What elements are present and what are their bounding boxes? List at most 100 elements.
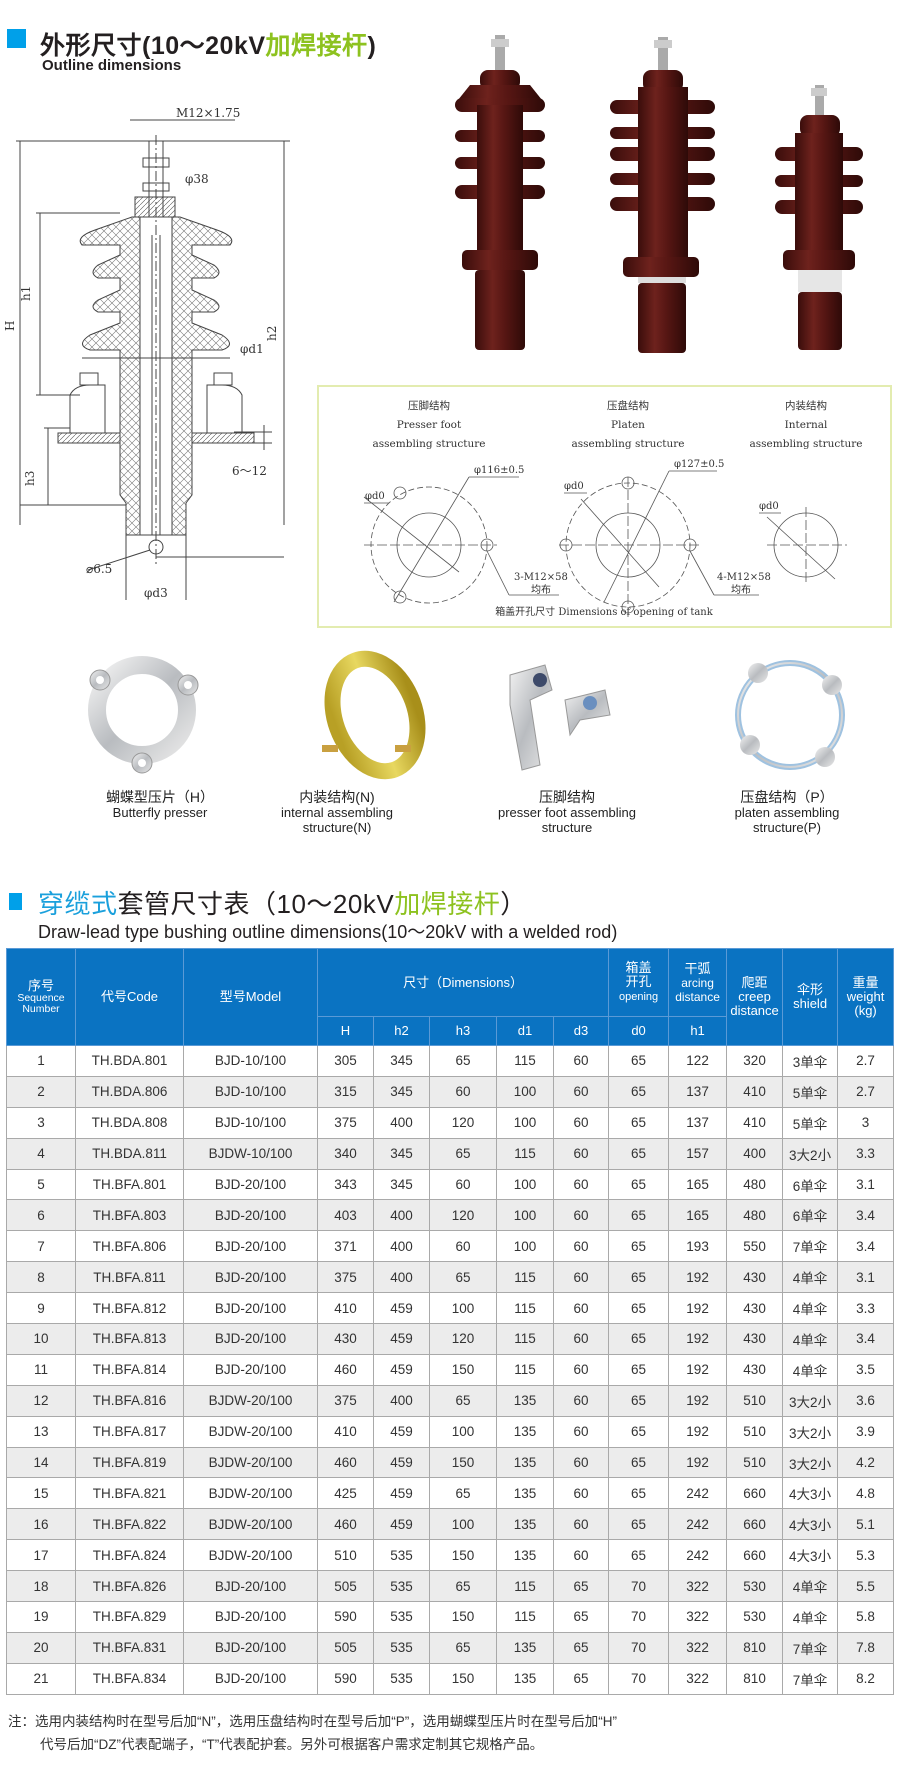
table-row: 20 TH.BFA.831 BJD-20/100 505 535 65 135 65 70 322… xyxy=(6,1631,895,1664)
cell-H: 510 xyxy=(317,1539,374,1572)
cell-h3: 65 xyxy=(429,1261,497,1294)
cell-seq: 4 xyxy=(6,1137,76,1170)
internal-d0: φd0 xyxy=(759,501,779,512)
subheader-H: H xyxy=(317,1016,374,1046)
presser-foot-photo xyxy=(509,664,611,771)
cell-shield: 4单伞 xyxy=(782,1292,839,1325)
cell-h2: 535 xyxy=(373,1570,430,1603)
cell-d1: 135 xyxy=(496,1384,554,1417)
cell-d0: 65 xyxy=(608,1323,670,1355)
cell-h2: 459 xyxy=(373,1353,430,1386)
cell-h2: 345 xyxy=(373,1045,430,1077)
cell-H: 305 xyxy=(317,1045,374,1077)
header-opening: 箱盖开孔 opening xyxy=(608,948,670,1017)
cell-d1: 100 xyxy=(496,1168,554,1201)
cell-model: BJDW-20/100 xyxy=(183,1384,318,1417)
cell-weight: 5.5 xyxy=(837,1570,895,1603)
cell-code: TH.BFA.814 xyxy=(75,1353,184,1386)
cell-H: 315 xyxy=(317,1075,374,1108)
presser-even: 均布 xyxy=(531,584,551,596)
cell-model: BJD-20/100 xyxy=(183,1570,318,1603)
accessory-photos xyxy=(88,650,845,780)
cell-d1: 135 xyxy=(496,1539,554,1572)
cell-h2: 400 xyxy=(373,1106,430,1139)
cell-h3: 65 xyxy=(429,1137,497,1170)
cell-code: TH.BFA.826 xyxy=(75,1570,184,1603)
cell-code: TH.BFA.831 xyxy=(75,1631,184,1664)
cell-shield: 3大2小 xyxy=(782,1446,839,1479)
cell-weight: 3.6 xyxy=(837,1384,895,1417)
cell-d3: 65 xyxy=(552,1631,610,1664)
cell-d1: 100 xyxy=(496,1230,554,1263)
cell-h1: 192 xyxy=(668,1261,728,1294)
header-arcing: 干弧 arcing distance xyxy=(668,948,728,1017)
cell-h3: 60 xyxy=(429,1168,497,1201)
section1-subtitle: Outline dimensions xyxy=(42,57,182,74)
cell-creep: 510 xyxy=(726,1415,784,1448)
table-row: 15 TH.BFA.821 BJDW-20/100 425 459 65 135 60 65 24… xyxy=(6,1477,895,1510)
presser-dia: φ116±0.5 xyxy=(474,465,524,476)
cell-h1: 242 xyxy=(668,1508,728,1541)
header-arcing-cn: 干弧 xyxy=(684,960,711,976)
label-h3: h3 xyxy=(23,471,37,486)
cell-d0: 65 xyxy=(608,1415,670,1448)
cell-h1: 157 xyxy=(668,1137,728,1170)
header-creep-cn: 爬距 xyxy=(741,975,768,990)
cell-weight: 3.4 xyxy=(837,1230,895,1263)
header-model: 型号Model xyxy=(183,948,318,1046)
cell-code: TH.BFA.812 xyxy=(75,1292,184,1325)
cell-d1: 135 xyxy=(496,1631,554,1664)
title-accent2: 加焊接杆 xyxy=(394,889,501,919)
accessory-label-presser-foot: 压脚结构 presser foot assembling structure xyxy=(482,790,652,836)
title-main: 外形尺寸(10～20kV xyxy=(40,32,266,60)
table-row: 4 TH.BDA.811 BJDW-10/100 340 345 65 115 60 65 157… xyxy=(6,1137,895,1170)
platen-d0: φd0 xyxy=(564,481,584,492)
title-accent: 穿缆式 xyxy=(38,889,118,919)
cell-creep: 510 xyxy=(726,1446,784,1479)
cell-d1: 100 xyxy=(496,1075,554,1108)
cell-model: BJD-20/100 xyxy=(183,1168,318,1201)
cell-shield: 4大3小 xyxy=(782,1508,839,1541)
cell-shield: 7单伞 xyxy=(782,1631,839,1664)
cell-model: BJD-20/100 xyxy=(183,1292,318,1325)
table-row: 3 TH.BDA.808 BJD-10/100 375 400 120 100 60 65 137… xyxy=(6,1106,895,1139)
cell-code: TH.BDA.806 xyxy=(75,1075,184,1108)
cell-h1: 322 xyxy=(668,1601,728,1633)
accessory-cn: 蝴蝶型压片（H） xyxy=(105,789,215,805)
label-h1: h1 xyxy=(19,286,33,301)
cell-weight: 3.3 xyxy=(837,1292,895,1325)
cell-code: TH.BFA.803 xyxy=(75,1199,184,1232)
cell-model: BJDW-20/100 xyxy=(183,1415,318,1448)
cell-h2: 345 xyxy=(373,1075,430,1108)
cell-creep: 530 xyxy=(726,1601,784,1633)
cell-creep: 430 xyxy=(726,1261,784,1294)
table-row: 8 TH.BFA.811 BJD-20/100 375 400 65 115 60 65 192 4… xyxy=(6,1261,895,1294)
cell-h2: 459 xyxy=(373,1323,430,1355)
cell-code: TH.BFA.813 xyxy=(75,1323,184,1355)
cell-shield: 3大2小 xyxy=(782,1137,839,1170)
cell-d0: 65 xyxy=(608,1477,670,1510)
cell-d1: 115 xyxy=(496,1137,554,1170)
cell-d3: 60 xyxy=(552,1199,610,1232)
title-accent: 加焊接杆 xyxy=(265,32,368,60)
cell-d3: 60 xyxy=(552,1415,610,1448)
bushing-photo-large xyxy=(455,35,545,350)
cell-creep: 480 xyxy=(726,1168,784,1201)
section-marker-icon xyxy=(7,29,26,48)
platen-ring-photo xyxy=(735,660,845,770)
accessory-en: internal assembling structure(N) xyxy=(280,805,393,835)
cell-d0: 65 xyxy=(608,1230,670,1263)
platen-even: 均布 xyxy=(731,584,751,596)
cell-seq: 1 xyxy=(6,1045,76,1077)
cell-code: TH.BFA.816 xyxy=(75,1384,184,1417)
cell-code: TH.BFA.824 xyxy=(75,1539,184,1572)
cell-H: 375 xyxy=(317,1106,374,1139)
table-row: 21 TH.BFA.834 BJD-20/100 590 535 150 135 65 70 32… xyxy=(6,1662,895,1695)
label-h2: h2 xyxy=(265,326,279,341)
cell-seq: 7 xyxy=(6,1230,76,1263)
cell-weight: 2.7 xyxy=(837,1045,895,1077)
label-gap: 6～12 xyxy=(232,464,267,478)
table-row: 16 TH.BFA.822 BJDW-20/100 460 459 100 135 60 65 2… xyxy=(6,1508,895,1541)
cell-model: BJDW-20/100 xyxy=(183,1539,318,1572)
cell-creep: 320 xyxy=(726,1045,784,1077)
